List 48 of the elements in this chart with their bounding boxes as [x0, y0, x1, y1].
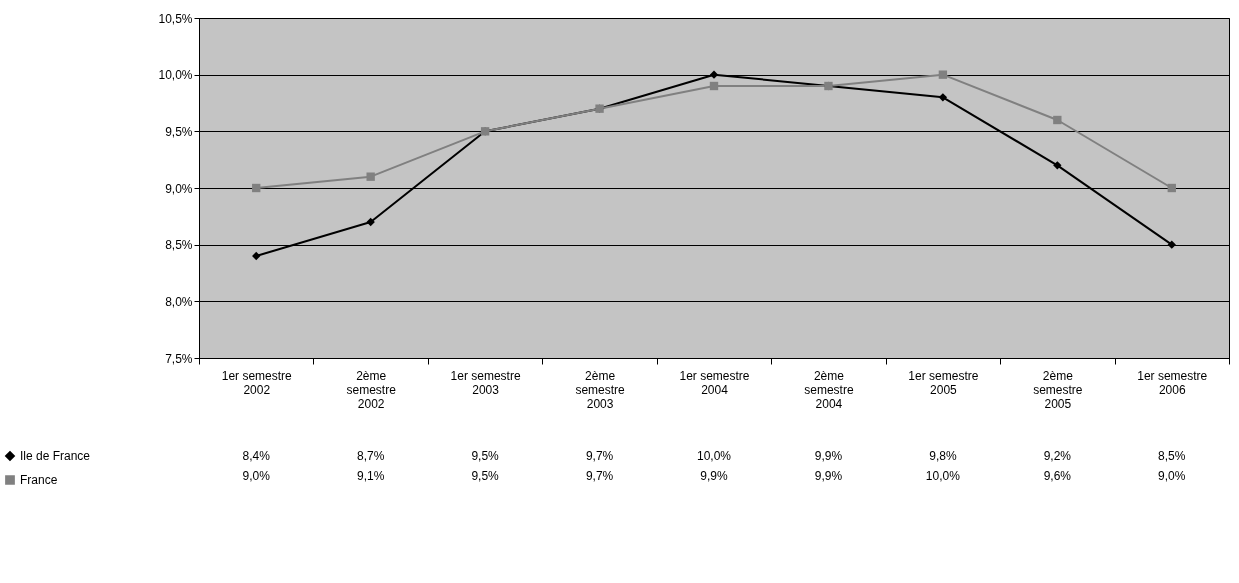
data-label: 9,5% [471, 449, 500, 463]
x-tick-label: 1er semestre 2006 [1137, 368, 1208, 397]
point [1053, 161, 1062, 170]
data-label: 9,0% [1158, 469, 1186, 483]
data-label: 9,9% [814, 469, 843, 483]
point [938, 93, 948, 102]
data-label: 9,6% [1043, 469, 1072, 483]
data-label: 9,8% [929, 449, 957, 463]
data-label: 9,7% [585, 469, 614, 483]
x-tick-label: 2ème semestre 2005 [1033, 368, 1083, 411]
data-label: 10,0% [925, 469, 961, 483]
data-label: 9,9% [814, 449, 843, 463]
point [1053, 115, 1062, 125]
point [1167, 183, 1176, 193]
x-tick-label: 2ème semestre 2003 [575, 368, 626, 411]
y-tick-label: 9,5% [165, 124, 193, 139]
x-tick-label: 1er semestre 2003 [450, 368, 521, 397]
y-tick-label: 8,5% [165, 238, 193, 253]
legend-label: France [20, 473, 58, 487]
point [366, 172, 375, 181]
data-label: 8,5% [1158, 449, 1186, 463]
data-label: 9,0% [242, 469, 271, 483]
legend-label: Ile de France [20, 449, 91, 463]
point [252, 183, 261, 193]
y-tick-label: 7,5% [165, 351, 193, 366]
data-label: 9,1% [356, 469, 385, 483]
x-tick-label: 2ème semestre 2002 [346, 368, 397, 411]
x-tick-label: 1er semestre 2004 [679, 368, 750, 397]
x-tick-label: 1er semestre 2002 [221, 368, 293, 397]
point [252, 251, 261, 261]
data-label: 10,0% [696, 449, 732, 463]
data-label: 9,5% [471, 469, 500, 483]
point [709, 81, 719, 91]
y-tick-label: 10,0% [158, 68, 193, 83]
data-label: 8,4% [242, 449, 271, 463]
y-tick-label: 10,5% [158, 11, 193, 26]
data-label: 9,9% [700, 469, 728, 483]
data-label: 9,7% [585, 449, 614, 463]
x-tick-label: 1er semestre 2005 [908, 368, 979, 397]
data-label: 8,7% [356, 449, 385, 463]
x-tick-label: 2ème semestre 2004 [804, 368, 854, 411]
y-tick-label: 9,0% [165, 181, 193, 196]
data-label: 9,2% [1043, 449, 1072, 463]
point [709, 70, 719, 79]
point [938, 70, 948, 79]
point [1167, 240, 1176, 249]
point [366, 217, 375, 227]
y-tick-label: 8,0% [165, 294, 193, 309]
